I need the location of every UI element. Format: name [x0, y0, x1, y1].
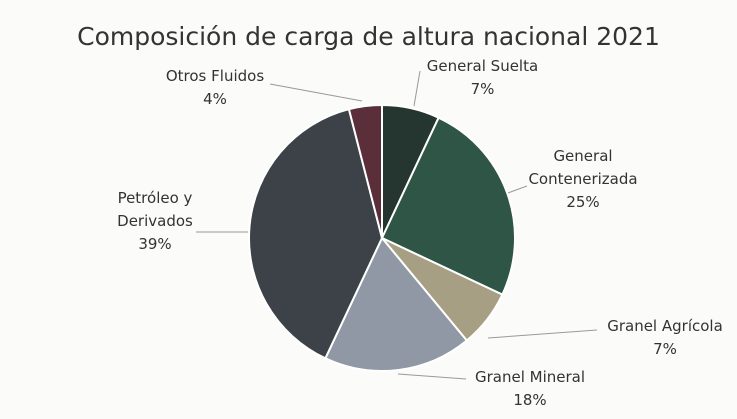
slice-label: General Suelta 7% [420, 55, 545, 101]
pie-slice [380, 116, 516, 296]
chart-title: Composición de carga de altura nacional … [77, 22, 660, 51]
pie-slice [248, 107, 384, 360]
category-label: Granel Mineral [474, 368, 586, 386]
value-label: 4% [203, 90, 227, 108]
category-label: General Contenerizada [528, 147, 638, 188]
leader-line [397, 373, 467, 380]
leader-line [487, 329, 598, 339]
pie-slice [347, 103, 383, 239]
pie-slice [324, 236, 469, 372]
slice-label: General Contenerizada 25% [523, 145, 643, 214]
value-label: 7% [653, 340, 677, 358]
category-label: Granel Agrícola [607, 317, 723, 335]
value-label: 39% [138, 235, 172, 253]
slice-label: Petróleo y Derivados 39% [90, 187, 220, 256]
slice-label: Granel Mineral 18% [455, 366, 605, 412]
leader-line [413, 70, 421, 107]
value-label: 25% [566, 193, 600, 211]
leader-line [269, 83, 363, 102]
category-label: Petróleo y Derivados [117, 189, 193, 230]
value-label: 18% [513, 391, 547, 409]
category-label: General Suelta [426, 57, 539, 75]
leader-line [504, 185, 528, 195]
slice-label: Granel Agrícola 7% [590, 315, 737, 361]
category-label: Otros Fluidos [165, 67, 265, 85]
slice-label: Otros Fluidos 4% [150, 65, 280, 111]
value-label: 7% [470, 80, 495, 98]
